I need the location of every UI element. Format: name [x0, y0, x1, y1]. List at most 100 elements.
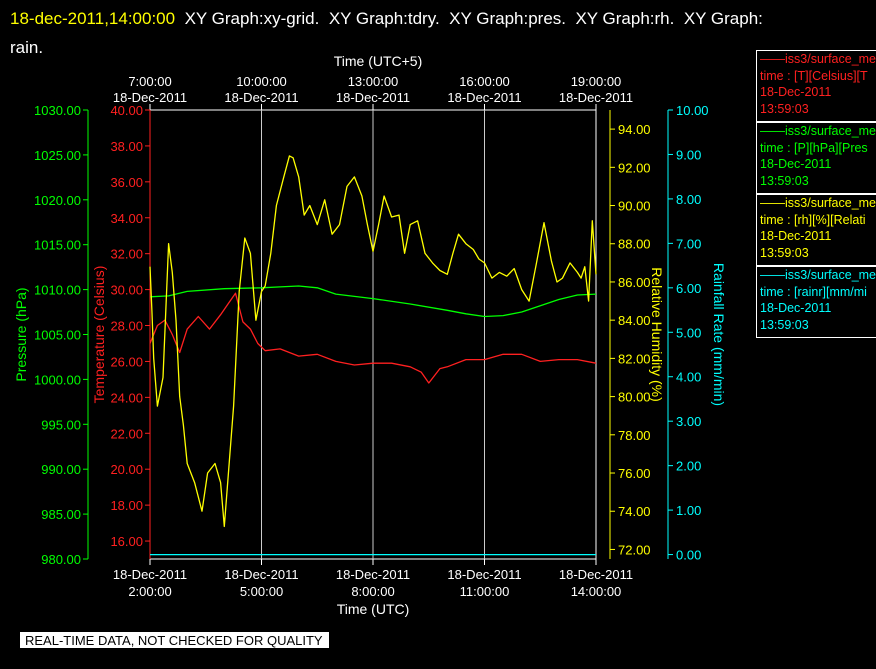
series-line-P: [149, 285, 597, 318]
legend-humidity-time: 13:59:03: [760, 245, 809, 260]
rain-tick-label: 2.00: [676, 459, 701, 474]
legend-rainfall-field: time : [rainr][mm/mi: [760, 284, 867, 299]
legend-humidity: ——iss3/surface_me time : [rh][%][Relati …: [756, 194, 876, 266]
top-tick-label-time: 16:00:00: [459, 74, 510, 89]
humidity-tick-label: 90.00: [618, 199, 651, 214]
rain-tick-label: 1.00: [676, 503, 701, 518]
pressure-tick-label: 985.00: [41, 507, 81, 522]
graph-label-rain: XY Graph:: [683, 9, 763, 28]
top-tick-label-time: 19:00:00: [571, 74, 622, 89]
humidity-tick-label: 82.00: [618, 351, 651, 366]
x-axis-title: Time (UTC): [337, 601, 410, 617]
pressure-tick-label: 1020.00: [34, 193, 81, 208]
x-tick-label-date: 18-Dec-2011: [224, 567, 298, 582]
x-tick-label-date: 18-Dec-2011: [336, 567, 410, 582]
legend-temperature-source: ——iss3/surface_me: [760, 52, 876, 66]
pressure-tick-label: 1025.00: [34, 148, 81, 163]
rain-tick-label: 0.00: [676, 548, 701, 563]
rain-tick-label: 3.00: [676, 414, 701, 429]
legend-temperature-date: 18-Dec-2011: [760, 85, 832, 99]
pressure-tick-label: 1000.00: [34, 372, 81, 387]
humidity-tick-label: 88.00: [618, 237, 651, 252]
legend-pressure-field: time : [P][hPa][Pres: [760, 140, 868, 155]
temperature-tick-label: 30.00: [110, 283, 143, 298]
pressure-tick-label: 980.00: [41, 552, 81, 567]
rain-tick-label: 10.00: [676, 103, 709, 118]
legend-temperature: ——iss3/surface_me time : [T][Celsius][T …: [756, 50, 876, 122]
top-tick-label-time: 13:00:00: [348, 74, 399, 89]
temperature-tick-label: 24.00: [110, 390, 143, 405]
humidity-tick-label: 84.00: [618, 313, 651, 328]
temperature-tick-label: 22.00: [110, 426, 143, 441]
x-tick-label-date: 18-Dec-2011: [559, 567, 633, 582]
humidity-tick-label: 74.00: [618, 504, 651, 519]
pressure-tick-label: 1015.00: [34, 238, 81, 253]
top-tick-label-date: 18-Dec-2011: [447, 90, 521, 105]
temperature-tick-label: 36.00: [110, 175, 143, 190]
header-timestamp: 18-dec-2011,14:00:00: [10, 9, 176, 28]
humidity-tick-label: 72.00: [618, 542, 651, 557]
rain-axis-title: Rainfall Rate (mm/min): [711, 263, 727, 406]
humidity-tick-label: 86.00: [618, 275, 651, 290]
x-tick-label-time: 8:00:00: [351, 584, 394, 599]
pressure-tick-label: 1005.00: [34, 328, 81, 343]
rain-tick-label: 6.00: [676, 281, 701, 296]
pressure-tick-label: 1010.00: [34, 283, 81, 298]
legend-pressure-date: 18-Dec-2011: [760, 157, 832, 171]
rain-tick-label: 5.00: [676, 325, 701, 340]
temperature-tick-label: 32.00: [110, 247, 143, 262]
graph-label-rain-wrap: rain.: [10, 38, 44, 57]
temperature-tick-label: 28.00: [110, 319, 143, 334]
temperature-tick-label: 16.00: [110, 534, 143, 549]
top-tick-label-time: 10:00:00: [236, 74, 287, 89]
humidity-tick-label: 94.00: [618, 122, 651, 137]
temperature-tick-label: 38.00: [110, 139, 143, 154]
humidity-tick-label: 80.00: [618, 390, 651, 405]
pressure-axis-title: Pressure (hPa): [13, 287, 29, 381]
humidity-tick-label: 78.00: [618, 428, 651, 443]
rain-tick-label: 8.00: [676, 192, 701, 207]
quality-warning: REAL-TIME DATA, NOT CHECKED FOR QUALITY: [20, 632, 329, 648]
top-axis-title: Time (UTC+5): [334, 53, 423, 69]
legend-temperature-time: 13:59:03: [760, 101, 809, 116]
x-tick-label-date: 18-Dec-2011: [447, 567, 521, 582]
legend-humidity-date: 18-Dec-2011: [760, 229, 832, 243]
graph-label-rh: XY Graph:rh.: [575, 9, 675, 28]
top-tick-label-date: 18-Dec-2011: [224, 90, 298, 105]
legend-rainfall-time: 13:59:03: [760, 317, 809, 332]
temperature-tick-label: 18.00: [110, 498, 143, 513]
humidity-tick-label: 92.00: [618, 160, 651, 175]
temperature-tick-label: 26.00: [110, 354, 143, 369]
legend-humidity-field: time : [rh][%][Relati: [760, 212, 866, 227]
graph-header: 18-dec-2011,14:00:00 XY Graph:xy-grid. X…: [10, 4, 850, 62]
x-tick-label-date: 18-Dec-2011: [113, 567, 187, 582]
top-tick-label-time: 7:00:00: [128, 74, 171, 89]
x-tick-label-time: 5:00:00: [240, 584, 283, 599]
pressure-tick-label: 1030.00: [34, 103, 81, 118]
x-tick-label-time: 11:00:00: [460, 584, 510, 599]
graph-label-tdry: XY Graph:tdry.: [328, 9, 440, 28]
rain-tick-label: 4.00: [676, 370, 701, 385]
legend-humidity-source: ——iss3/surface_me: [760, 196, 876, 210]
series-line-T: [149, 292, 597, 384]
legend-rainfall: ——iss3/surface_me time : [rainr][mm/mi 1…: [756, 266, 876, 338]
humidity-axis-title: Relative Humidity (%): [649, 267, 665, 402]
legend-pressure-time: 13:59:03: [760, 173, 809, 188]
series-layer: [149, 155, 597, 556]
legend-temperature-field: time : [T][Celsius][T: [760, 68, 868, 83]
legend-rainfall-date: 18-Dec-2011: [760, 301, 832, 315]
axes-layer: 18-Dec-2011 2:00:00 18-Dec-2011 5:00:00 18-D…: [13, 53, 727, 617]
x-tick-label-time: 2:00:00: [128, 584, 171, 599]
legend-pressure: ——iss3/surface_me time : [P][hPa][Pres 1…: [756, 122, 876, 194]
graph-label-pres: XY Graph:pres.: [449, 9, 566, 28]
temperature-tick-label: 34.00: [110, 211, 143, 226]
temperature-tick-label: 20.00: [110, 462, 143, 477]
top-tick-label-date: 18-Dec-2011: [559, 90, 633, 105]
legend-pressure-source: ——iss3/surface_me: [760, 124, 876, 138]
rain-tick-label: 9.00: [676, 147, 701, 162]
temperature-tick-label: 40.00: [110, 103, 143, 118]
humidity-tick-label: 76.00: [618, 466, 651, 481]
legend-rainfall-source: ——iss3/surface_me: [760, 268, 876, 282]
rain-tick-label: 7.00: [676, 236, 701, 251]
